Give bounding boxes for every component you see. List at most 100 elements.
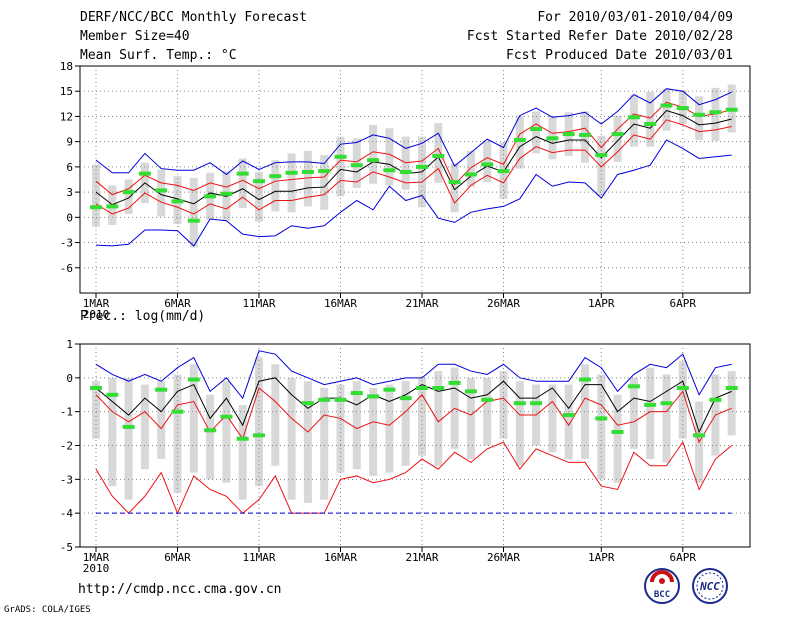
obs-marker [301,169,314,174]
y-tick-label: 1 [66,338,73,351]
spread-box [320,387,329,500]
obs-marker [220,191,233,196]
spread-box [140,384,149,470]
y-tick-label: -6 [60,262,73,275]
obs-marker [432,153,445,158]
obs-marker [644,122,657,127]
y-tick-label: 18 [60,60,73,73]
spread-box [108,377,117,487]
y-tick-label: -3 [60,237,73,250]
spread-box [727,371,736,436]
obs-marker [725,385,738,390]
produced-date: Fcst Produced Date 2010/03/01 [506,48,733,63]
series-max-line [95,350,732,400]
obs-marker [579,132,591,137]
x-tick-label: 16MAR [324,551,357,564]
obs-marker [350,163,363,168]
spread-box [466,377,475,460]
y-tick-label: 12 [60,110,73,123]
spread-box [369,387,378,476]
spread-box [532,111,541,154]
series-max-line [95,88,732,176]
obs-marker [530,401,543,406]
x-tick-label: 6MAR [164,297,191,310]
obs-marker [725,107,738,112]
precipitation-title: Prec.: log(mm/d) [80,309,206,324]
spread-box [92,381,100,439]
header-right: For 2010/03/01-2010/04/09 Fcst Started Re… [467,8,733,65]
spread-box [483,140,492,183]
bcc-logo-text: BCC [654,590,670,600]
y-tick-label: 9 [66,136,73,149]
spread-box [401,381,410,466]
obs-marker [236,171,249,176]
x-tick-label: 11MAR [242,297,275,310]
obs-marker [285,170,298,175]
obs-marker [253,179,265,184]
obs-marker [464,389,477,394]
spread-box [255,357,263,487]
obs-marker [448,180,461,185]
spread-box [271,160,280,212]
spread-box [238,158,247,209]
obs-marker [693,433,706,438]
x-tick-label: 26MAR [487,297,520,310]
spread-box [678,360,687,439]
x-tick-label: 11MAR [242,551,275,564]
chart-title: DERF/NCC/BCC Monthly Forecast [80,10,307,25]
y-tick-label: -3 [60,473,73,486]
spread-box [206,394,215,480]
obs-marker [432,385,445,390]
obs-marker [611,429,624,434]
website-url: http://cmdp.ncc.cma.gov.cn [78,582,282,597]
obs-marker [90,385,102,390]
obs-marker [187,377,200,382]
obs-marker [448,380,461,385]
x-tick-label: 1APR [588,551,615,564]
obs-marker [318,169,331,174]
x-tick-label: 1MAR [83,297,110,310]
spread-box [629,377,638,449]
obs-marker [481,397,494,402]
spread-box [548,384,557,453]
obs-marker [579,377,591,382]
series-mean-line [95,109,732,206]
obs-marker [627,384,640,389]
spread-box [189,177,198,248]
obs-marker [709,397,722,402]
spread-box [466,150,475,188]
obs-marker [204,428,217,433]
spread-box [646,367,655,460]
spread-box [352,381,361,470]
spread-box [255,171,263,222]
obs-marker [481,162,494,167]
obs-marker [530,127,543,132]
obs-marker [693,112,706,117]
x-tick-label: 6MAR [164,551,191,564]
obs-marker [399,169,412,174]
x-tick-label: 6APR [670,551,697,564]
spread-box [303,381,312,504]
spread-box [597,374,606,480]
obs-marker [383,168,396,173]
obs-marker [464,172,477,177]
x-year-label: 2010 [83,562,110,575]
obs-marker [367,394,380,399]
obs-marker [334,397,347,402]
spread-box [613,115,622,162]
start-date: Fcst Started Refer Date 2010/02/28 [466,29,733,44]
spread-box [613,394,622,483]
spread-box [320,155,329,210]
spread-box [303,150,312,207]
spread-box [662,88,671,131]
obs-marker [546,136,559,141]
obs-marker [253,433,265,438]
forecast-period: For 2010/03/01-2010/04/09 [537,10,733,25]
obs-marker [187,218,200,223]
spread-box [157,169,166,217]
series-mean-line [95,377,732,434]
obs-marker [611,132,624,137]
obs-marker [204,194,217,199]
obs-marker [269,174,282,179]
spread-box [515,381,524,466]
